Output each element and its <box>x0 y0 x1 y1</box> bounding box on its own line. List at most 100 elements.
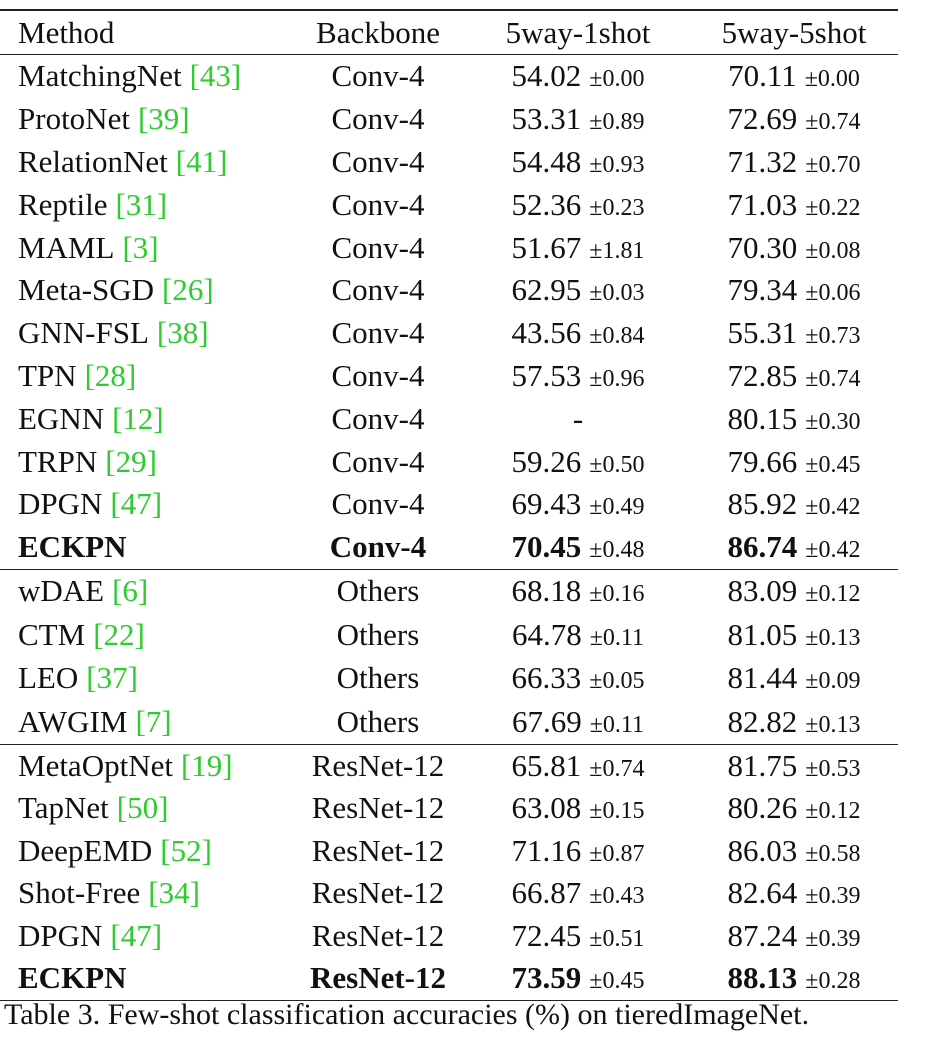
method-cell: wDAE [6] <box>0 573 290 609</box>
accuracy: 66.33 <box>511 660 582 696</box>
accuracy: 83.09 <box>727 573 798 609</box>
citation: [39] <box>137 101 190 137</box>
results-table: Method Backbone 5way-1shot 5way-5shot Ma… <box>0 9 898 1001</box>
backbone-cell: Others <box>336 616 420 652</box>
method-name: RelationNet <box>18 143 168 179</box>
backbone-cell: Conv-4 <box>331 143 425 179</box>
header-row: Method Backbone 5way-1shot 5way-5shot <box>0 11 898 55</box>
accuracy-cell: 64.78 ±0.11 <box>466 617 690 653</box>
method-name: wDAE <box>18 573 105 609</box>
accuracy: 59.26 <box>511 443 582 479</box>
method-cell: TRPN [29] <box>0 444 290 480</box>
std: ±0.16 <box>589 581 645 608</box>
std: ±0.74 <box>805 109 861 136</box>
accuracy-cell: - <box>466 401 690 437</box>
accuracy-cell: 79.34 ±0.06 <box>690 272 898 308</box>
std: ±0.53 <box>805 755 861 782</box>
accuracy: 80.26 <box>727 790 798 826</box>
row-group: MatchingNet [43] Conv-4 54.02 ±0.00 70.11 ±0.0… <box>0 55 898 569</box>
method-name: ECKPN <box>18 529 127 565</box>
std: ±0.28 <box>805 968 861 995</box>
backbone-cell: Conv-4 <box>331 315 425 351</box>
accuracy: 88.13 <box>727 960 798 996</box>
backbone-cell: Conv-4 <box>331 101 425 137</box>
backbone-cell: Conv-4 <box>331 186 425 222</box>
accuracy-cell: 82.64 ±0.39 <box>690 875 898 911</box>
accuracy: 63.08 <box>511 790 582 826</box>
std: ±0.42 <box>805 537 861 564</box>
std: ±0.06 <box>805 280 861 307</box>
row-group: wDAE [6] Others 68.18 ±0.16 83.09 ±0.12 CTM [22]… <box>0 568 898 744</box>
table-row: ProtoNet [39] Conv-4 53.31 ±0.89 72.69 ±0.74 <box>0 98 898 141</box>
method-cell: DPGN [47] <box>0 918 290 954</box>
std: ±0.74 <box>589 755 645 782</box>
std: ±0.00 <box>589 66 645 93</box>
table-row: DPGN [47] Conv-4 69.43 ±0.49 85.92 ±0.42 <box>0 483 898 526</box>
accuracy: 81.75 <box>727 747 798 783</box>
std: ±0.51 <box>589 925 645 952</box>
table-row: AWGIM [7] Others 67.69 ±0.11 82.82 ±0.13 <box>0 700 898 744</box>
backbone-cell: Conv-4 <box>331 400 425 436</box>
header-cell: Method <box>18 14 115 50</box>
std: ±0.48 <box>589 537 645 564</box>
accuracy: 57.53 <box>511 357 582 393</box>
citation: [52] <box>160 832 212 868</box>
accuracy-cell: 71.32 ±0.70 <box>690 144 898 180</box>
method-cell: LEO [37] <box>0 660 290 696</box>
table-row: CTM [22] Others 64.78 ±0.11 81.05 ±0.13 <box>0 613 898 657</box>
method-cell: Reptile [31] <box>0 187 290 223</box>
method-name: DPGN <box>18 917 103 953</box>
citation: [47] <box>110 917 163 953</box>
table-row: Reptile [31] Conv-4 52.36 ±0.23 71.03 ±0.22 <box>0 183 898 226</box>
accuracy-cell: 70.45 ±0.48 <box>466 529 690 565</box>
accuracy: 72.69 <box>727 101 798 137</box>
std: ±0.22 <box>805 194 861 221</box>
backbone-cell: Conv-4 <box>331 357 425 393</box>
accuracy: - <box>572 400 584 436</box>
accuracy: 85.92 <box>727 486 798 522</box>
table-row: DPGN [47] ResNet-12 72.45 ±0.51 87.24 ±0.39 <box>0 915 898 958</box>
std: ±0.13 <box>805 624 861 651</box>
accuracy: 82.64 <box>727 875 798 911</box>
method-name: AWGIM <box>18 703 128 739</box>
method-name: Shot-Free <box>18 875 141 911</box>
method-cell: TPN [28] <box>0 358 290 394</box>
accuracy: 70.11 <box>728 58 797 94</box>
backbone-cell: Conv-4 <box>329 529 427 565</box>
std: ±0.45 <box>805 451 861 478</box>
std: ±0.03 <box>589 280 645 307</box>
accuracy-cell: 72.69 ±0.74 <box>690 101 898 137</box>
std: ±0.73 <box>805 323 861 350</box>
citation: [22] <box>93 616 145 652</box>
accuracy: 52.36 <box>511 186 582 222</box>
backbone-cell: ResNet-12 <box>311 875 445 911</box>
accuracy-cell: 59.26 ±0.50 <box>466 444 690 480</box>
table-row: TapNet [50] ResNet-12 63.08 ±0.15 80.26 ±0.12 <box>0 787 898 830</box>
accuracy-cell: 54.02 ±0.00 <box>466 58 690 94</box>
table-body: MatchingNet [43] Conv-4 54.02 ±0.00 70.11 ±0.0… <box>0 55 898 1001</box>
citation: [6] <box>112 573 149 609</box>
header-cell: 5way-1shot <box>505 14 651 50</box>
method-name: ECKPN <box>18 960 127 996</box>
citation: [7] <box>135 703 172 739</box>
std: ±0.39 <box>805 925 861 952</box>
caption: Table 3. Few-shot classification accurac… <box>4 998 810 1031</box>
citation: [26] <box>162 272 214 308</box>
method-cell: MetaOptNet [19] <box>0 748 290 784</box>
accuracy-cell: 79.66 ±0.45 <box>690 444 898 480</box>
accuracy-cell: 83.09 ±0.12 <box>690 573 898 609</box>
table-row: ECKPN Conv-4 70.45 ±0.48 86.74 ±0.42 <box>0 526 898 569</box>
method-name: Reptile <box>18 186 108 222</box>
method-name: LEO <box>18 660 79 696</box>
accuracy-cell: 72.45 ±0.51 <box>466 918 690 954</box>
accuracy-cell: 55.31 ±0.73 <box>690 315 898 351</box>
accuracy-cell: 85.92 ±0.42 <box>690 486 898 522</box>
accuracy: 71.16 <box>511 832 582 868</box>
std: ±0.13 <box>805 711 861 738</box>
method-name: DPGN <box>18 486 103 522</box>
std: ±0.93 <box>589 151 645 178</box>
row-group: MetaOptNet [19] ResNet-12 65.81 ±0.74 81.75 ±0… <box>0 743 898 1001</box>
method-name: TapNet <box>18 790 109 826</box>
std: ±0.49 <box>589 494 645 521</box>
backbone-cell: ResNet-12 <box>311 747 445 783</box>
